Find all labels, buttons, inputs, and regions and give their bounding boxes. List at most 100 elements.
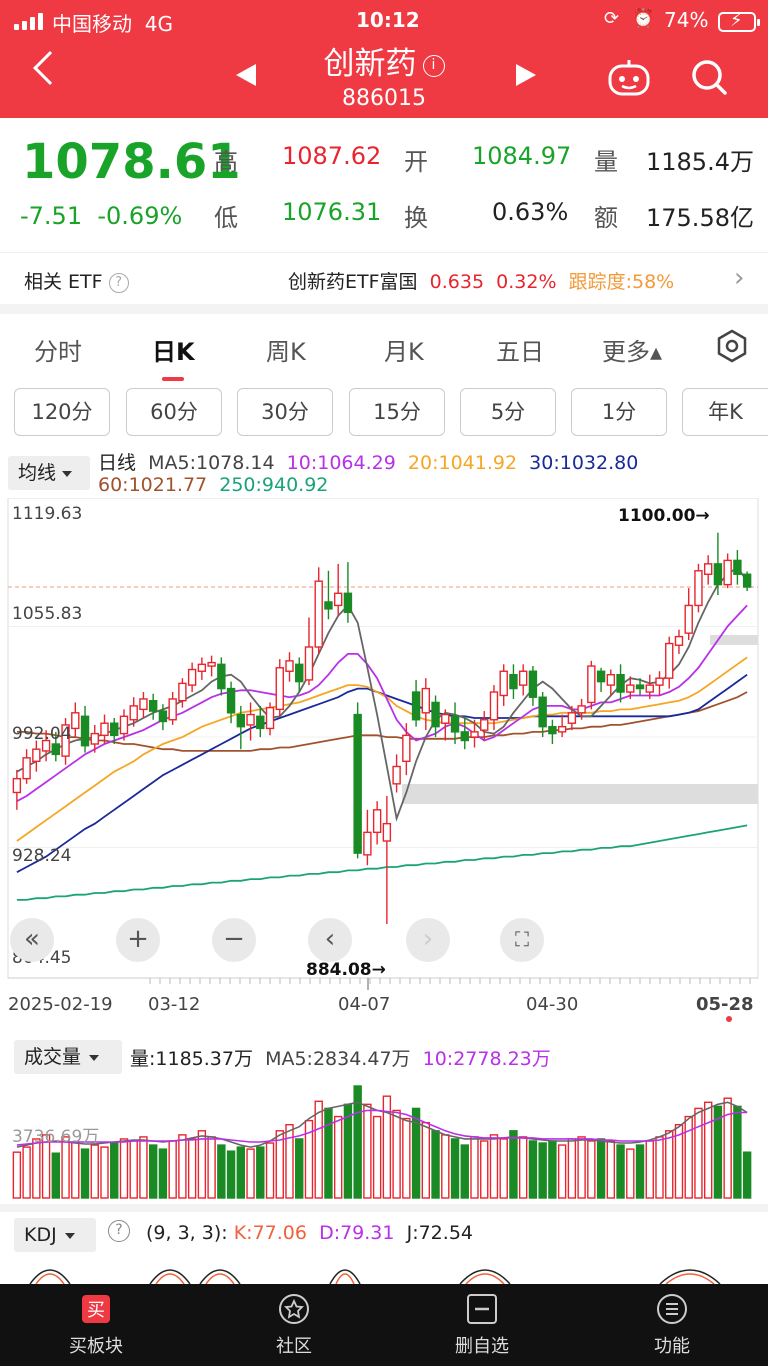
page-title: 创新药 i — [0, 38, 768, 83]
volume-bar — [723, 1097, 732, 1199]
nav-remove-watchlist[interactable]: 删自选 — [422, 1292, 542, 1358]
nav-buy-sector[interactable]: 买 买板块 — [36, 1292, 156, 1358]
candle — [32, 740, 41, 772]
volume-bar — [703, 1101, 713, 1199]
candle-body — [41, 739, 51, 752]
candle — [304, 617, 314, 686]
volume-selector-button[interactable]: 成交量 — [14, 1040, 122, 1074]
candle-body — [402, 734, 411, 763]
related-etf-row[interactable]: 相关 ETF? 创新药ETF富国 0.635 0.32% 跟踪度:58% › — [0, 252, 768, 304]
candle — [197, 657, 207, 680]
candle — [363, 809, 372, 866]
volume-bar — [674, 1123, 684, 1199]
candle — [285, 652, 294, 682]
candle — [460, 716, 469, 750]
settings-hexagon-icon[interactable] — [714, 328, 750, 364]
candle — [61, 718, 70, 765]
volume-bar — [402, 1117, 411, 1199]
next-stock-icon[interactable] — [516, 64, 536, 86]
period-5min[interactable]: 5分 — [460, 388, 556, 436]
lock-rotation-icon: ⟳ — [604, 8, 620, 29]
candle — [431, 695, 440, 738]
tab-weekly-k[interactable]: 周K — [266, 338, 306, 366]
volume-bar — [207, 1136, 216, 1199]
nav-community[interactable]: 社区 — [234, 1292, 354, 1358]
ma-selector-button[interactable]: 均线 — [8, 456, 90, 490]
kdj-j-curve — [29, 1269, 71, 1284]
volume-bar — [100, 1146, 109, 1199]
candle-body — [217, 663, 226, 690]
candle — [343, 562, 353, 623]
rewind-icon[interactable]: « — [10, 918, 54, 962]
candle — [217, 657, 226, 696]
etf-info: 创新药ETF富国 0.635 0.32% 跟踪度:58% — [288, 271, 675, 293]
price-gap-band — [402, 784, 758, 804]
help-icon[interactable]: ? — [108, 1220, 130, 1242]
candle — [324, 570, 333, 620]
volume-label: 量 — [594, 148, 618, 176]
volume-bar — [178, 1134, 187, 1199]
candlestick-chart[interactable] — [0, 498, 768, 1038]
candle — [587, 660, 596, 710]
kdj-j-curve — [149, 1269, 191, 1284]
ma-legend: 均线 日线 MA5:1078.14 10:1064.29 20:1041.92 … — [0, 446, 768, 498]
volume-bar — [41, 1134, 51, 1199]
candle — [713, 532, 723, 596]
help-icon[interactable]: ? — [108, 272, 129, 293]
candle-body — [275, 667, 284, 711]
scroll-right-icon[interactable]: › — [406, 918, 450, 962]
tab-more[interactable]: 更多▴ — [602, 338, 663, 366]
volume-bar — [470, 1136, 479, 1199]
period-1min[interactable]: 1分 — [571, 388, 667, 436]
search-icon[interactable] — [690, 58, 728, 96]
candle — [733, 550, 742, 585]
period-120min[interactable]: 120分 — [14, 388, 110, 436]
zoom-out-icon[interactable]: − — [212, 918, 256, 962]
volume-bar — [421, 1121, 431, 1199]
candle-body — [207, 661, 216, 667]
candle-body — [236, 713, 246, 728]
tab-daily-k[interactable]: 日K — [152, 332, 195, 381]
scroll-left-icon[interactable]: ‹ — [308, 918, 352, 962]
kdj-j-curve — [659, 1269, 721, 1284]
tab-intraday[interactable]: 分时 — [34, 338, 82, 366]
candle-body — [450, 715, 460, 733]
tab-five-day[interactable]: 五日 — [496, 338, 544, 366]
nav-functions[interactable]: 功能 — [612, 1292, 732, 1358]
robot-assistant-icon[interactable] — [606, 58, 652, 98]
candle — [119, 709, 129, 741]
candle — [382, 795, 392, 924]
candle — [450, 702, 460, 744]
candle-body — [723, 559, 732, 586]
candle-body — [392, 765, 401, 785]
kdj-header: KDJ ? (9, 3, 3): K:77.06 D:79.31 J:72.54 — [0, 1218, 768, 1254]
candle — [723, 553, 732, 589]
prev-stock-icon[interactable] — [236, 64, 256, 86]
period-yearly-k[interactable]: 年K — [682, 388, 768, 436]
candle-body — [178, 682, 187, 702]
last-price: 1078.61 — [22, 134, 241, 190]
info-icon[interactable]: i — [422, 54, 445, 77]
candle-body — [577, 705, 586, 714]
candle — [100, 714, 109, 744]
tab-monthly-k[interactable]: 月K — [384, 338, 424, 366]
amount-value: 175.58亿 — [646, 204, 754, 232]
volume-bar — [12, 1151, 22, 1199]
volume-bar — [61, 1136, 70, 1199]
candle-body — [285, 660, 294, 672]
fullscreen-icon[interactable]: ⛶ — [500, 918, 544, 962]
period-30min[interactable]: 30分 — [237, 388, 333, 436]
zoom-in-icon[interactable]: + — [116, 918, 160, 962]
candle-body — [548, 725, 557, 735]
period-15min[interactable]: 15分 — [349, 388, 445, 436]
volume-bar — [489, 1134, 499, 1199]
ma5-value: MA5:1078.14 — [148, 452, 275, 474]
volume-bar — [187, 1138, 197, 1199]
candle — [626, 676, 635, 699]
candle — [441, 709, 450, 741]
period-60min[interactable]: 60分 — [126, 388, 222, 436]
chevron-right-icon[interactable]: › — [734, 263, 745, 293]
kdj-selector-button[interactable]: KDJ — [14, 1218, 96, 1252]
kdj-k: K:77.06 — [233, 1222, 307, 1244]
candle — [372, 801, 382, 845]
